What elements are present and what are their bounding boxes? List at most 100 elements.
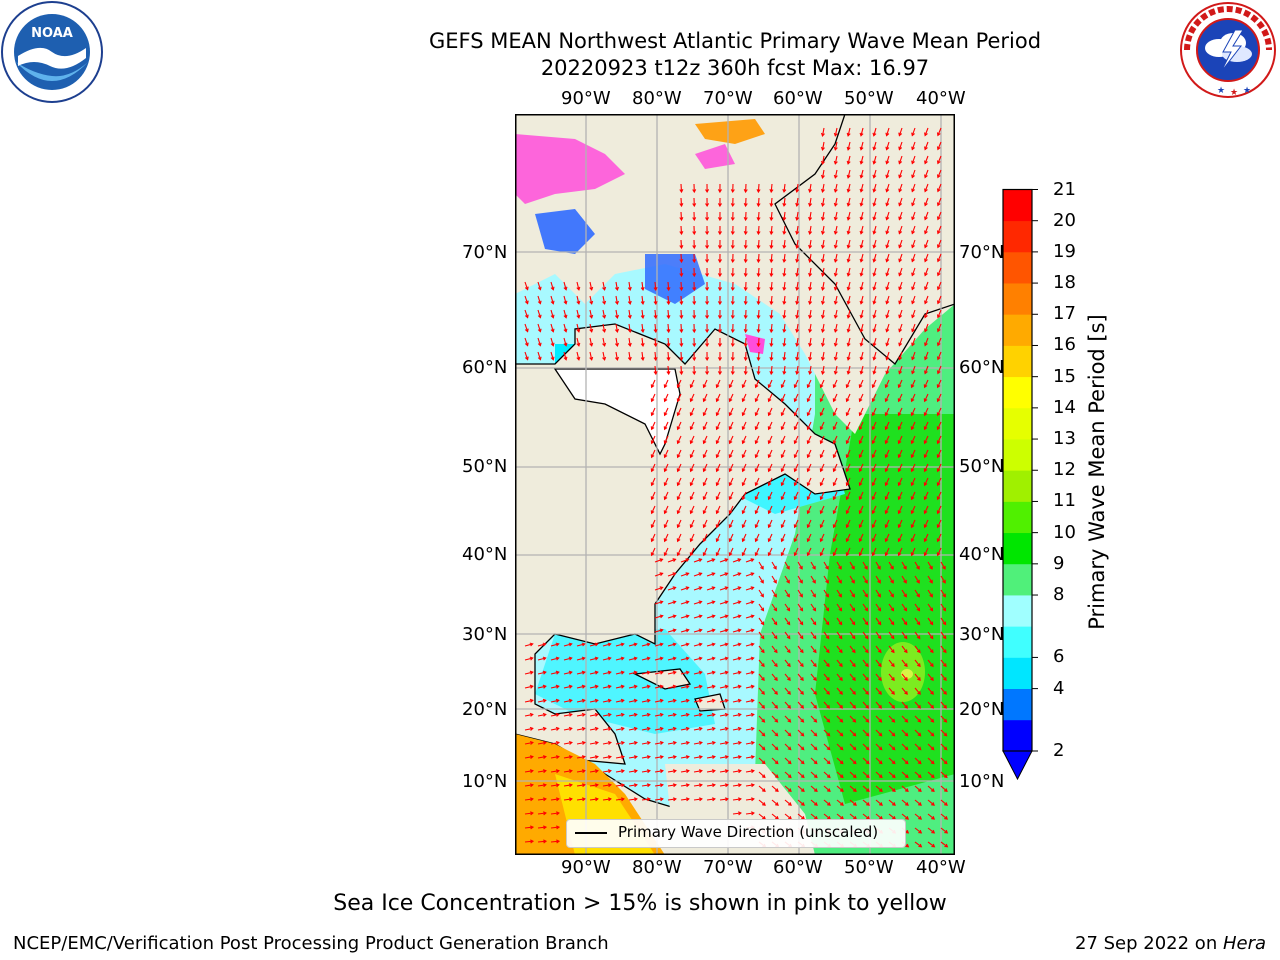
wave-arrow-head (813, 746, 818, 751)
wave-arrow-head (825, 607, 830, 612)
wave-arrow-head (743, 371, 748, 376)
wave-arrow (732, 784, 741, 787)
wave-arrow (537, 323, 541, 332)
wave-arrow (834, 295, 838, 304)
wave-arrow-head (614, 356, 620, 361)
wave-arrow-head (929, 649, 934, 654)
wave-arrow (924, 281, 929, 290)
wave-arrow (781, 407, 786, 416)
wave-arrow-head (826, 718, 831, 723)
map-frame (515, 114, 955, 855)
wave-arrow-head (924, 314, 928, 319)
wave-arrow-head (689, 538, 694, 543)
wave-arrow-head (769, 216, 774, 222)
wave-arrow-head (724, 656, 729, 661)
wave-arrow-head (650, 398, 655, 403)
wave-arrow (677, 449, 682, 458)
wave-arrow (664, 407, 669, 416)
wave-arrow-head (730, 301, 735, 306)
wave-arrow-head (698, 769, 703, 774)
wave-arrow-head (761, 774, 766, 779)
wave-arrow (873, 309, 877, 318)
wave-arrow-head (702, 440, 707, 445)
wave-arrow (651, 435, 656, 444)
wave-arrow-head (717, 287, 722, 292)
wave-arrow-head (833, 272, 838, 277)
lon-label-bottom: 50°W (844, 857, 894, 878)
wave-arrow (911, 393, 916, 402)
wave-arrow (716, 519, 721, 528)
wave-arrow-head (806, 398, 811, 403)
wave-arrow-head (774, 704, 778, 709)
wave-arrow (745, 629, 754, 633)
wave-arrow-head (563, 328, 568, 333)
wave-arrow (680, 572, 689, 577)
wave-arrow-head (936, 552, 941, 557)
wave-arrow (898, 183, 903, 192)
wave-arrow-head (672, 769, 677, 774)
wave-arrow (768, 491, 773, 500)
wave-arrow-head (877, 621, 882, 626)
wave-arrow (667, 572, 676, 577)
wave-arrow-head (750, 712, 755, 717)
colorbar-band (1003, 626, 1032, 658)
wave-arrow-head (524, 286, 529, 291)
lon-label-bottom: 80°W (632, 857, 682, 878)
wave-arrow (809, 267, 812, 276)
wave-arrow-head (852, 691, 856, 695)
wave-arrow-head (672, 628, 677, 633)
wave-arrow-head (627, 342, 632, 347)
wave-arrow (940, 785, 948, 792)
wave-arrow-head (924, 202, 928, 207)
wave-arrow (914, 841, 922, 848)
wave-arrow (797, 813, 805, 820)
wave-arrow-head (813, 704, 817, 709)
wave-arrow (770, 309, 773, 319)
wave-arrow (860, 211, 864, 220)
wave-arrow-head (884, 468, 889, 473)
colorbar-extend-arrow (1002, 750, 1033, 781)
wave-arrow-head (911, 202, 915, 207)
wave-arrow (927, 589, 933, 597)
wave-arrow-head (806, 496, 811, 501)
wave-arrow (641, 281, 644, 290)
wave-arrow-head (666, 301, 671, 306)
wave-arrow (732, 699, 741, 703)
wave-arrow-head (943, 732, 948, 737)
wave-arrow (924, 533, 929, 542)
wave-arrow-head (898, 370, 903, 375)
wave-arrow (937, 393, 942, 402)
wave-arrow-head (620, 769, 625, 774)
wave-arrow (706, 657, 715, 661)
wave-arrow-head (819, 510, 824, 515)
wave-arrow (888, 771, 896, 778)
wave-arrow-head (724, 726, 729, 731)
wave-arrow (537, 281, 541, 290)
wave-arrow-head (898, 146, 903, 151)
wave-arrow (823, 673, 830, 681)
wave-arrow-head (786, 593, 790, 598)
wave-arrow (758, 631, 765, 639)
wave-arrow-head (897, 510, 902, 515)
wave-arrow (783, 281, 786, 290)
wave-arrow-head (689, 440, 694, 445)
wave-arrow (755, 477, 760, 486)
wave-arrow (796, 211, 799, 220)
wave-arrow-head (813, 691, 817, 695)
wave-arrow-head (825, 635, 830, 640)
wave-arrow-head (767, 496, 772, 501)
wave-arrow (589, 685, 598, 689)
wave-arrow-head (936, 328, 941, 333)
wave-arrow (651, 491, 656, 500)
wave-arrow (809, 337, 812, 346)
wave-arrow-head (692, 203, 697, 208)
wave-arrow-head (769, 328, 774, 334)
wave-arrow-head (737, 684, 742, 689)
wave-arrow-head (885, 314, 890, 319)
wave-arrow-head (663, 398, 668, 403)
wave-arrow-head (943, 677, 947, 682)
wave-arrow-head (711, 558, 716, 562)
wave-arrow-head (851, 565, 855, 570)
wave-arrow (901, 631, 908, 639)
wave-arrow (690, 519, 695, 528)
